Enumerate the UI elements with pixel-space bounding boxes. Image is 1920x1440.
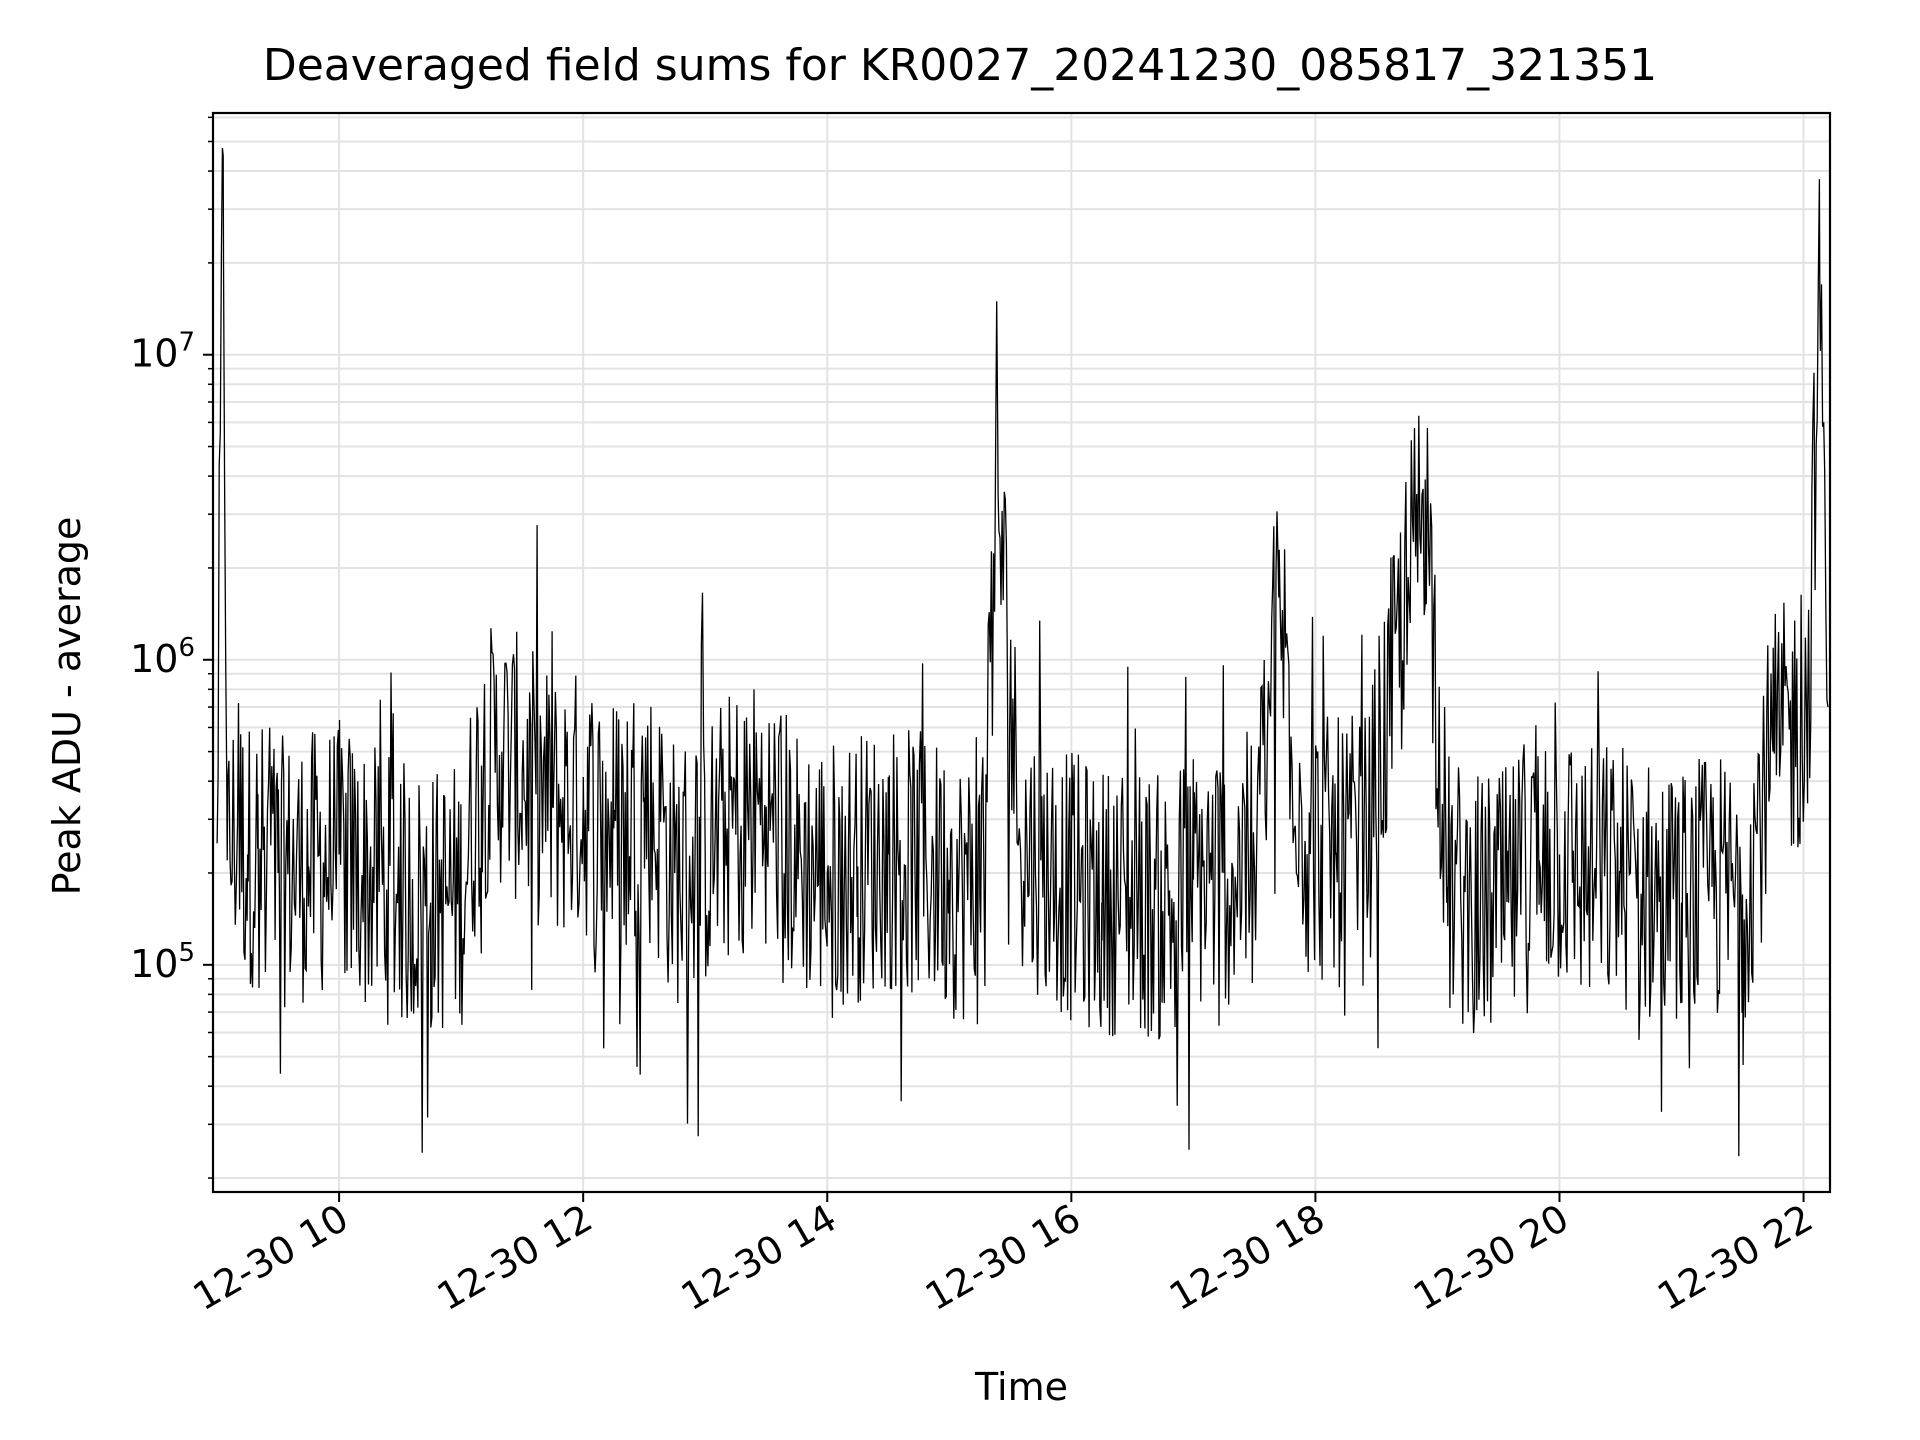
x-tick-label: 12-30 20 bbox=[1406, 1196, 1576, 1320]
series-line bbox=[216, 148, 1829, 1157]
y-tick-label: 106 bbox=[130, 633, 195, 681]
x-tick-label: 12-30 22 bbox=[1650, 1196, 1820, 1320]
y-axis-label: Peak ADU - average bbox=[45, 516, 89, 896]
plot-frame bbox=[211, 111, 1832, 1194]
data-layer bbox=[216, 148, 1829, 1157]
x-tick-label: 12-30 12 bbox=[430, 1196, 600, 1320]
x-tick-label: 12-30 10 bbox=[186, 1196, 356, 1320]
y-tick-label: 105 bbox=[130, 938, 195, 986]
y-tick-label: 107 bbox=[130, 328, 195, 376]
x-axis-label: Time bbox=[975, 1365, 1068, 1409]
chart-title: Deaveraged field sums for KR0027_2024123… bbox=[262, 40, 1658, 91]
x-tick-label: 12-30 16 bbox=[918, 1196, 1088, 1320]
x-tick-label: 12-30 14 bbox=[674, 1196, 844, 1320]
axes-layer: 105 106 107 12-30 10 12-30 12 12-30 14 12-30 1… bbox=[130, 111, 1832, 1320]
x-tick-label: 12-30 18 bbox=[1162, 1196, 1332, 1320]
grid-layer bbox=[213, 113, 1830, 1192]
